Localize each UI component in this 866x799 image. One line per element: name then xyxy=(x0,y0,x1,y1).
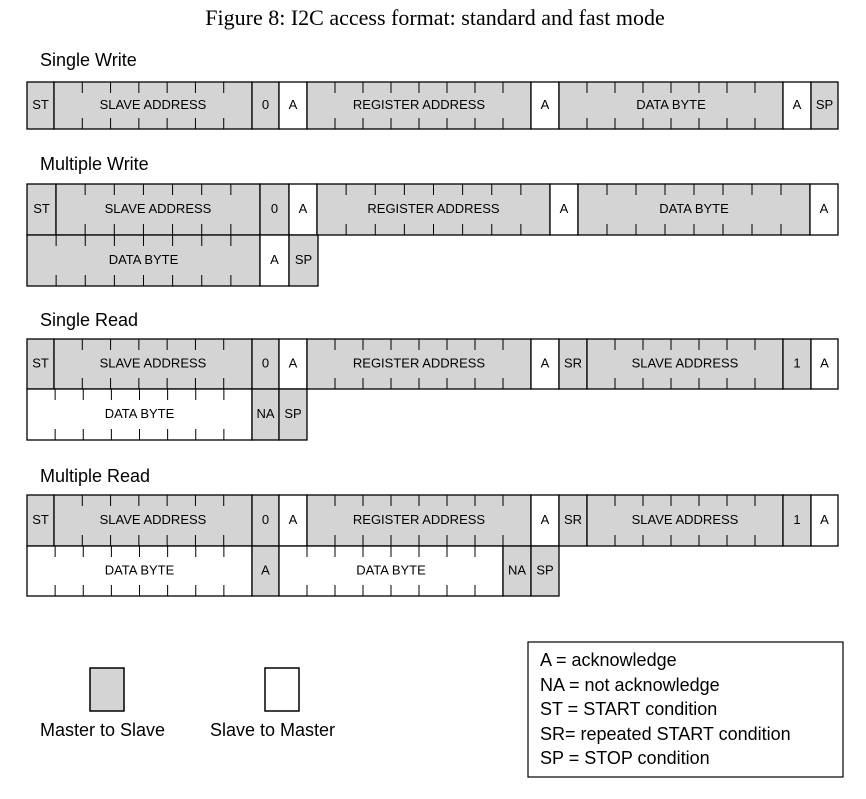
field-label: SLAVE ADDRESS xyxy=(100,512,207,527)
field-label: A xyxy=(820,201,829,216)
field-label: A xyxy=(820,512,829,527)
field-label: SLAVE ADDRESS xyxy=(100,97,207,112)
field-label: 0 xyxy=(262,512,269,527)
field-cell xyxy=(810,338,839,390)
field-label: 0 xyxy=(262,97,269,112)
field-cell xyxy=(53,494,253,547)
field-cell xyxy=(251,81,280,130)
field-label: A xyxy=(261,562,270,577)
field-label: SR xyxy=(564,355,582,370)
field-label: 0 xyxy=(262,355,269,370)
field-label: 1 xyxy=(793,355,800,370)
field-label: DATA BYTE xyxy=(105,406,175,421)
field-cell xyxy=(810,494,839,547)
field-label: A xyxy=(541,512,550,527)
field-label: REGISTER ADDRESS xyxy=(353,355,486,370)
field-cell xyxy=(53,81,253,130)
definition: A = acknowledge xyxy=(540,650,677,670)
field-label: 1 xyxy=(793,512,800,527)
field-label: NA xyxy=(508,562,526,577)
field-cell xyxy=(278,388,308,441)
field-cell xyxy=(782,81,812,130)
field-label: A xyxy=(793,97,802,112)
field-label: A xyxy=(289,512,298,527)
field-label: SP xyxy=(284,406,301,421)
field-cell xyxy=(26,81,55,130)
field-label: SLAVE ADDRESS xyxy=(100,355,207,370)
field-cell xyxy=(809,183,839,236)
field-label: DATA BYTE xyxy=(105,562,175,577)
field-cell xyxy=(530,338,560,390)
legend-label: Slave to Master xyxy=(210,720,335,740)
field-cell xyxy=(288,234,319,287)
legend-master-box xyxy=(89,667,125,712)
field-label: 0 xyxy=(271,201,278,216)
field-cell xyxy=(558,494,588,547)
field-label: REGISTER ADDRESS xyxy=(367,201,500,216)
field-label: DATA BYTE xyxy=(659,201,729,216)
legend-slave-box xyxy=(264,667,300,712)
field-label: DATA BYTE xyxy=(356,562,426,577)
field-label: A xyxy=(289,97,298,112)
field-cell xyxy=(530,494,560,547)
field-label: SLAVE ADDRESS xyxy=(632,512,739,527)
field-label: DATA BYTE xyxy=(109,252,179,267)
field-label: A xyxy=(560,201,569,216)
field-cell xyxy=(782,338,812,390)
field-label: SP xyxy=(536,562,553,577)
field-label: ST xyxy=(32,355,49,370)
field-label: REGISTER ADDRESS xyxy=(353,512,486,527)
field-label: A xyxy=(270,252,279,267)
field-label: ST xyxy=(32,512,49,527)
field-label: A xyxy=(820,355,829,370)
field-cell xyxy=(558,338,588,390)
section-title: Multiple Read xyxy=(40,466,150,486)
field-cell xyxy=(530,81,560,130)
definitions-box xyxy=(527,641,844,778)
field-cell xyxy=(278,81,308,130)
field-label: SP xyxy=(295,252,312,267)
field-cell xyxy=(259,234,290,287)
field-cell xyxy=(530,545,560,597)
field-cell xyxy=(251,388,280,441)
field-cell xyxy=(586,494,784,547)
definition: NA = not acknowledge xyxy=(540,675,720,695)
definition: SR= repeated START condition xyxy=(540,724,791,744)
field-cell xyxy=(586,338,784,390)
definition: ST = START condition xyxy=(540,699,717,719)
field-cell xyxy=(251,338,280,390)
field-cell xyxy=(26,338,55,390)
section-title: Multiple Write xyxy=(40,154,149,174)
field-label: ST xyxy=(33,201,50,216)
field-label: A xyxy=(289,355,298,370)
field-label: SLAVE ADDRESS xyxy=(105,201,212,216)
field-label: DATA BYTE xyxy=(636,97,706,112)
field-label: NA xyxy=(256,406,274,421)
field-label: SR xyxy=(564,512,582,527)
field-label: ST xyxy=(32,97,49,112)
field-label: A xyxy=(541,355,550,370)
section-title: Single Write xyxy=(40,50,137,70)
field-label: A xyxy=(299,201,308,216)
definition: SP = STOP condition xyxy=(540,748,710,768)
legend-label: Master to Slave xyxy=(40,720,165,740)
field-label: REGISTER ADDRESS xyxy=(353,97,486,112)
field-label: A xyxy=(541,97,550,112)
field-cell xyxy=(53,338,253,390)
section-title: Single Read xyxy=(40,310,138,330)
field-label: SP xyxy=(816,97,833,112)
field-cell xyxy=(810,81,839,130)
figure-title: Figure 8: I2C access format: standard an… xyxy=(205,5,664,30)
field-label: SLAVE ADDRESS xyxy=(632,355,739,370)
